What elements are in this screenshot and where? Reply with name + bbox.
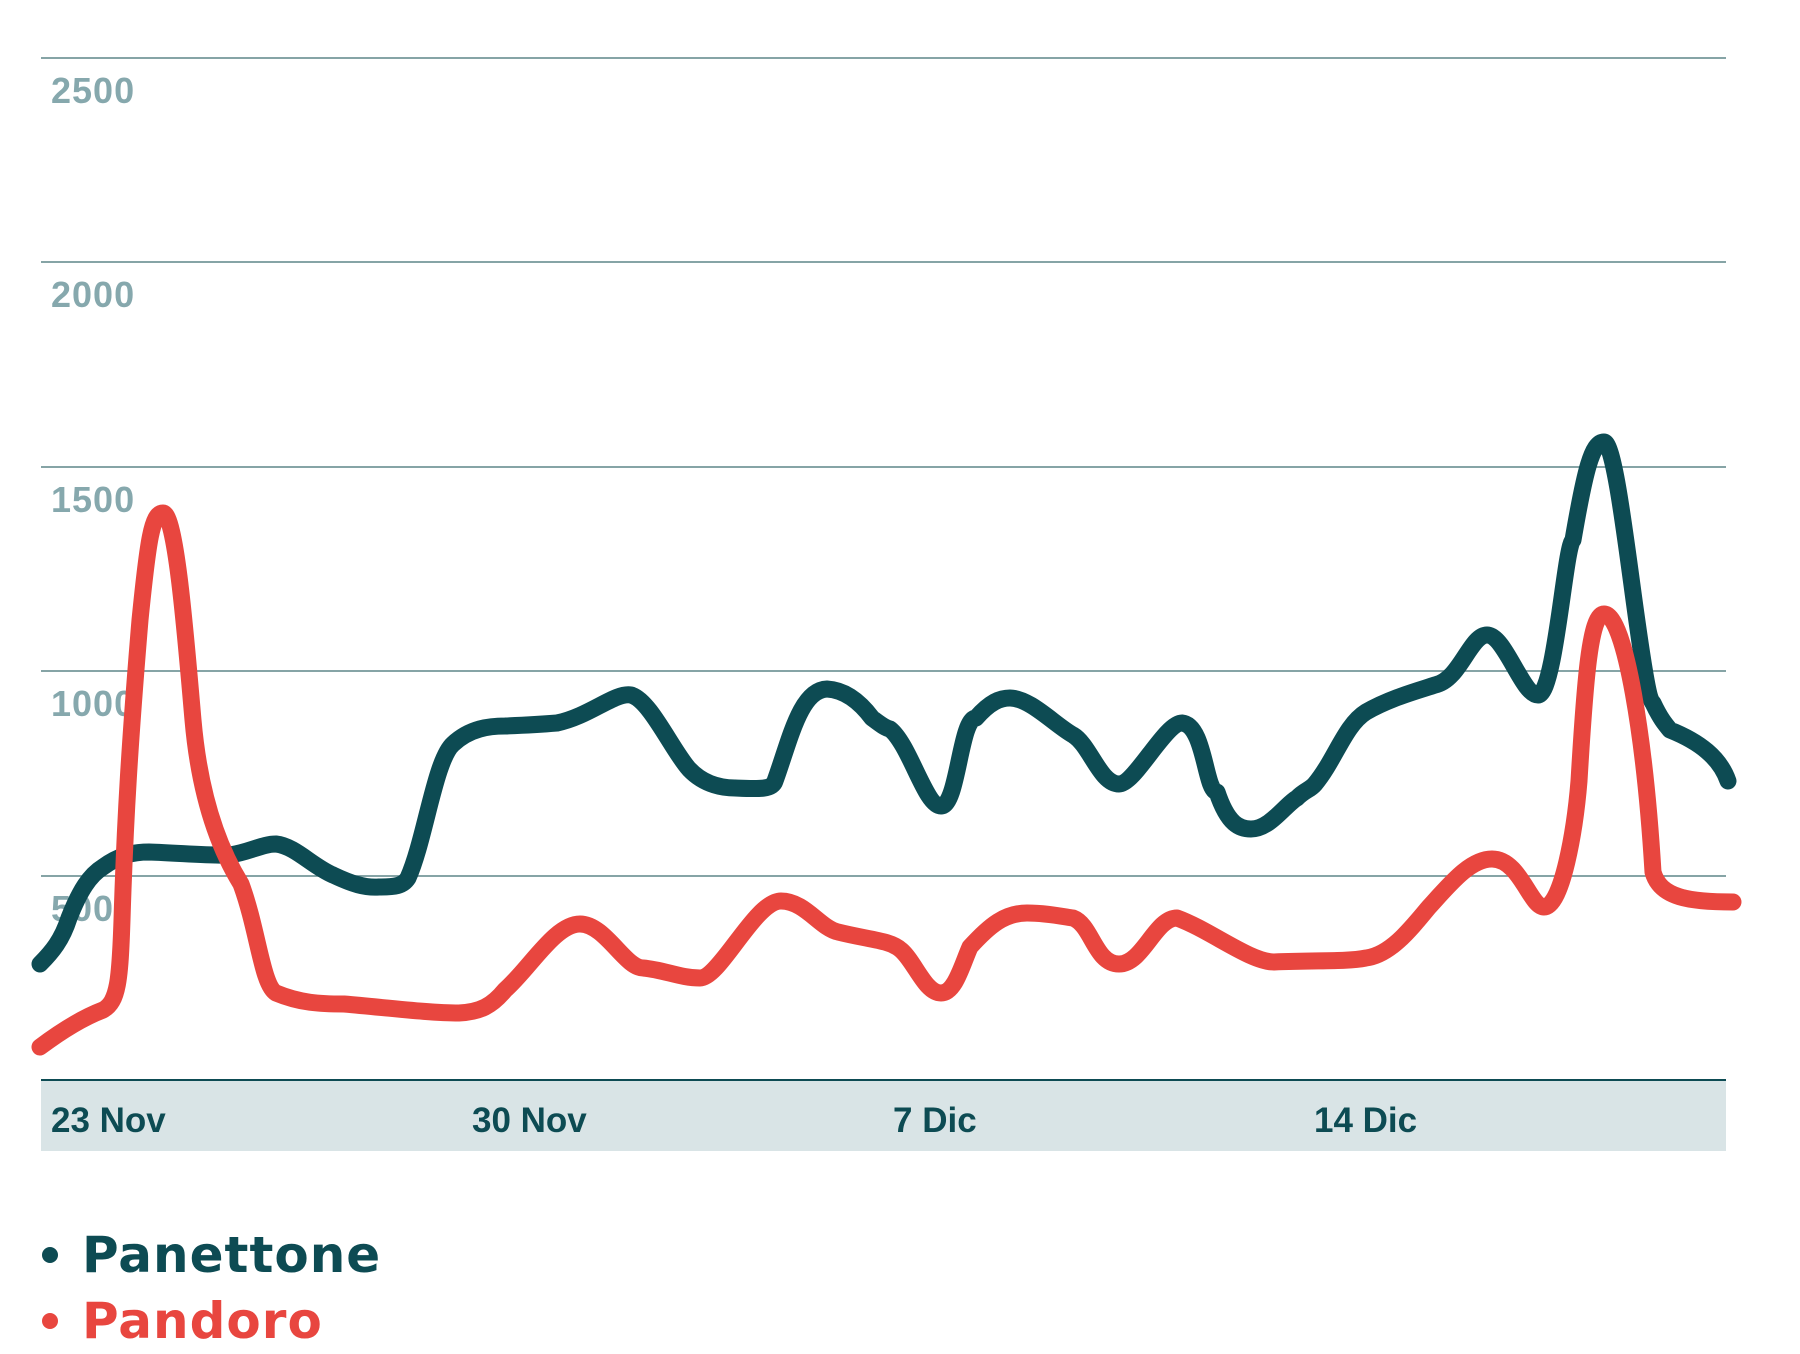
bullet-icon: [42, 1247, 58, 1263]
x-tick-label: 30 Nov: [472, 1101, 587, 1140]
y-tick-label: 1500: [51, 479, 135, 520]
y-axis-labels: 2500 2000 1500 1000 500: [51, 70, 135, 929]
legend-label: Pandoro: [82, 1292, 323, 1350]
x-tick-label: 7 Dic: [893, 1101, 977, 1140]
gridlines: [41, 57, 1726, 877]
series-line-panettone[interactable]: [31, 433, 1737, 973]
x-axis-band: [41, 1080, 1726, 1151]
x-axis-labels: 23 Nov 30 Nov 7 Dic 14 Dic: [51, 1101, 1417, 1140]
y-tick-label: 1000: [51, 683, 135, 724]
y-tick-label: 2500: [51, 70, 135, 111]
x-tick-label: 23 Nov: [51, 1101, 166, 1140]
y-tick-label: 2000: [51, 274, 135, 315]
bullet-icon: [42, 1313, 58, 1329]
series-line-pandoro[interactable]: [31, 504, 1742, 1056]
legend-label: Panettone: [82, 1226, 382, 1284]
legend-item-panettone[interactable]: Panettone: [42, 1222, 381, 1288]
legend: Panettone Pandoro: [42, 1222, 381, 1354]
x-tick-label: 14 Dic: [1314, 1101, 1417, 1140]
legend-item-pandoro[interactable]: Pandoro: [42, 1288, 381, 1354]
